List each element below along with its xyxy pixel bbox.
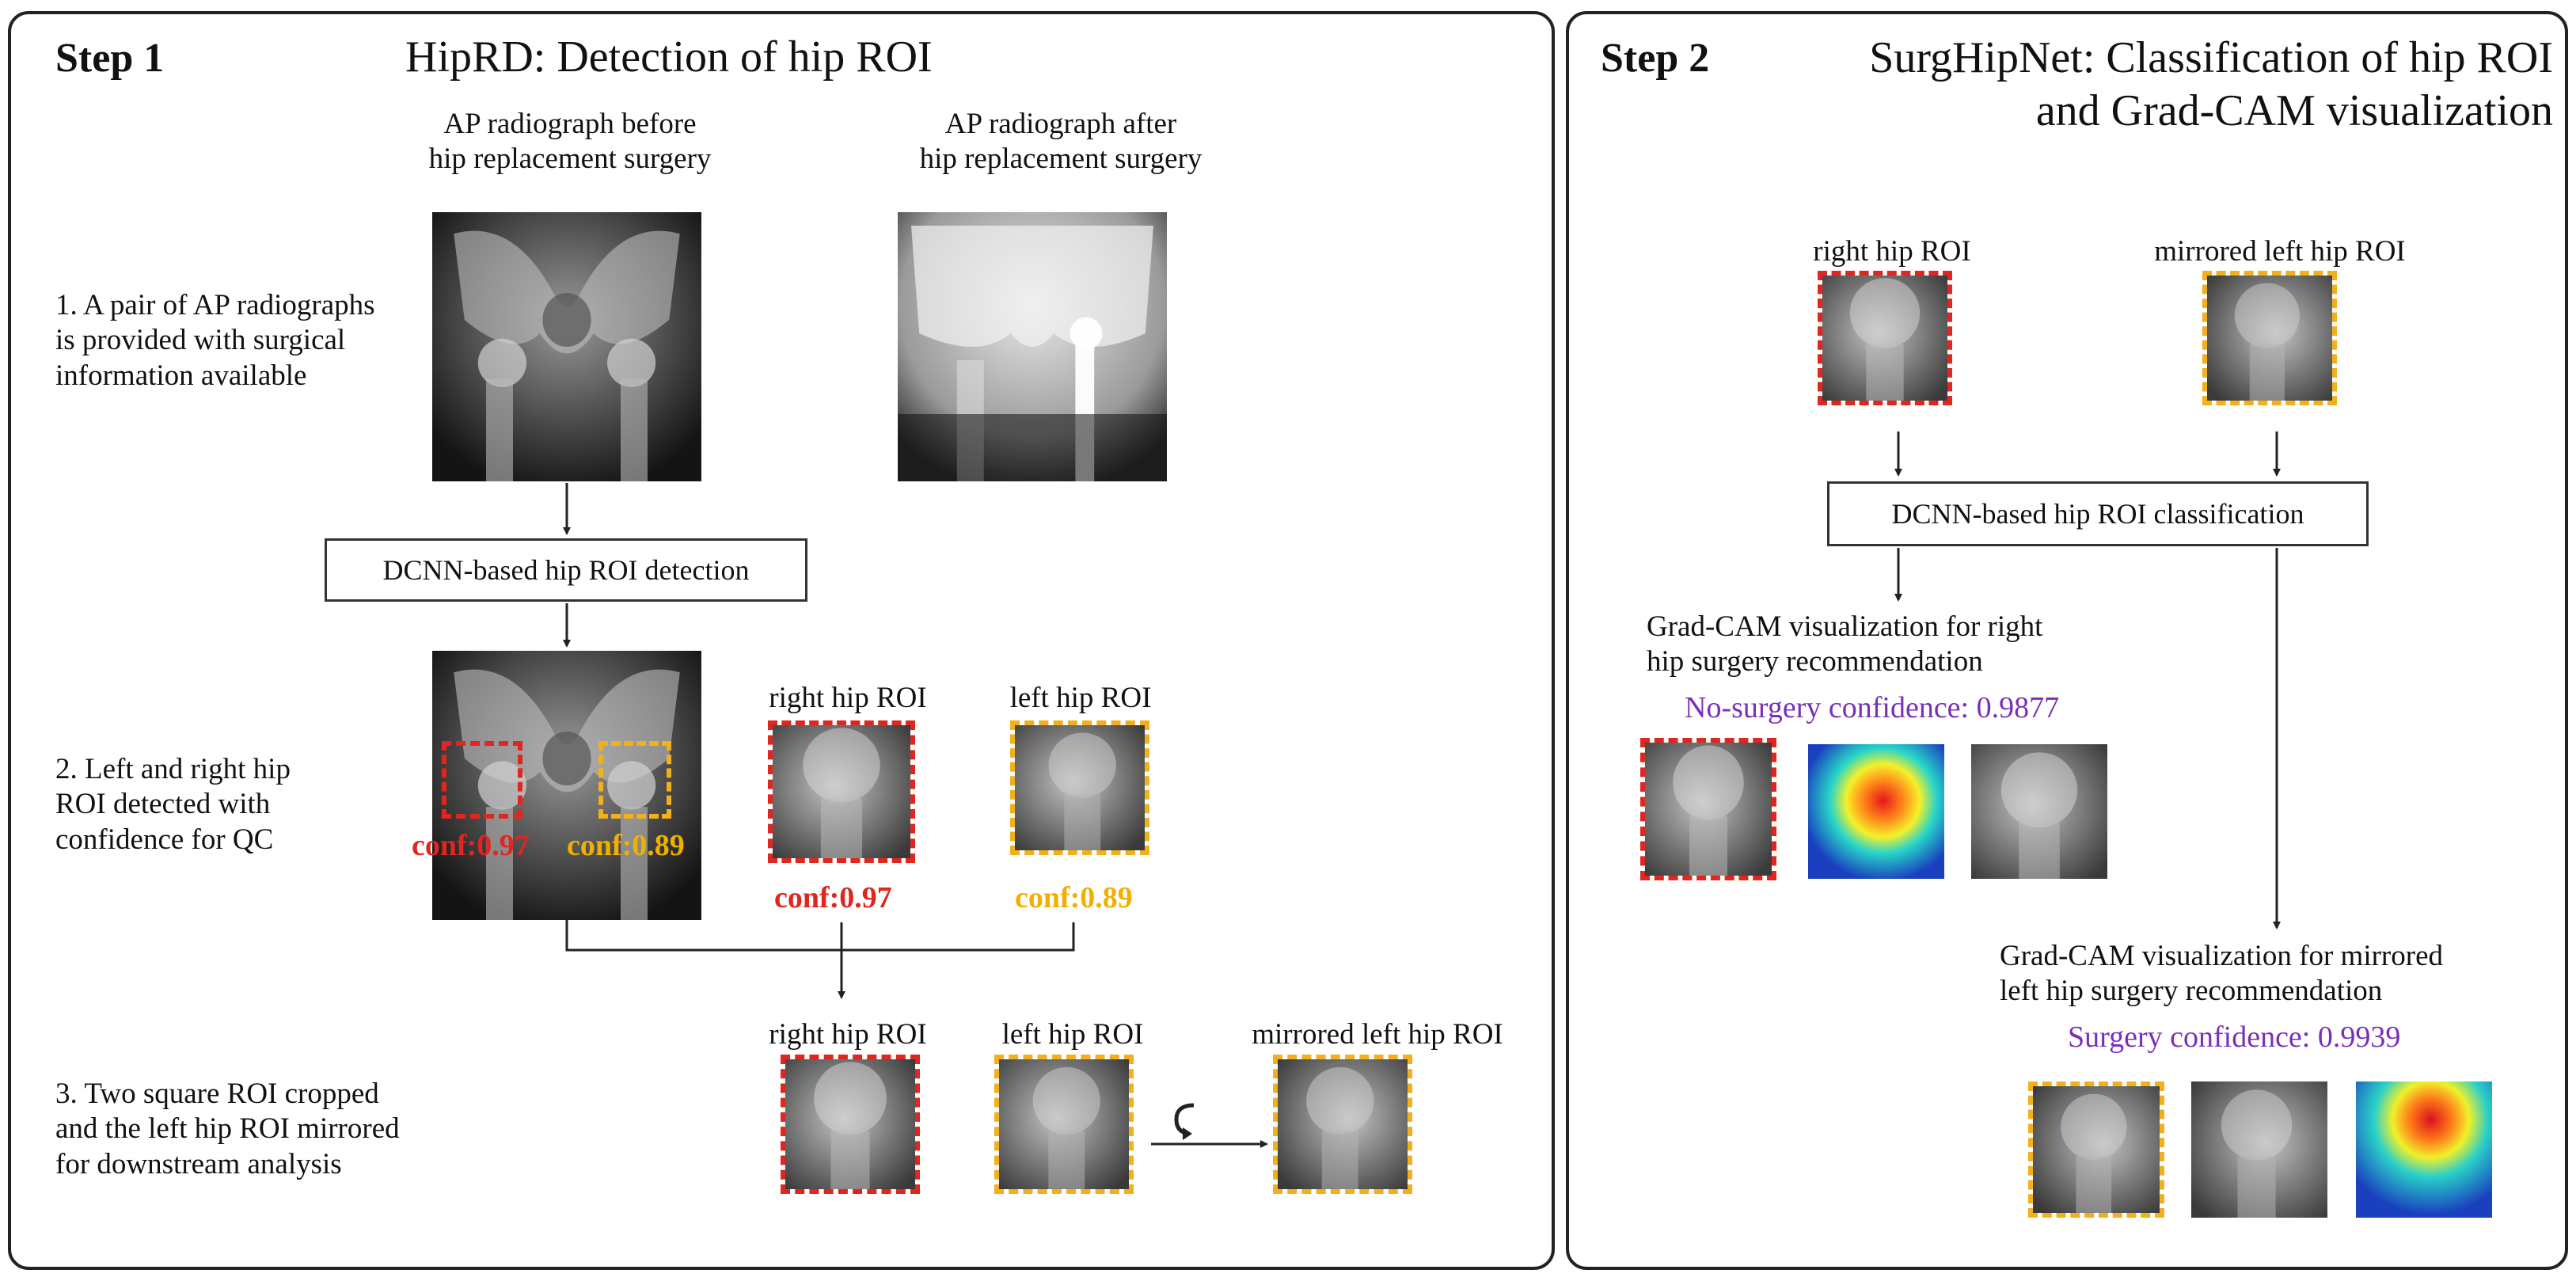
after-radiograph-caption: AP radiograph after hip replacement surg… bbox=[919, 108, 1203, 176]
left-roi-label-2: left hip ROI bbox=[1001, 1018, 1144, 1051]
gradcam-left-input bbox=[2028, 1081, 2164, 1218]
step1-description-3: 3. Two square ROI cropped and the left h… bbox=[55, 1078, 400, 1180]
step1-label: Step 1 bbox=[55, 36, 165, 81]
mirrored-roi-label-1: mirrored left hip ROI bbox=[1252, 1018, 1503, 1051]
step2-right-roi bbox=[1818, 271, 1952, 405]
gradcam-right-input bbox=[1640, 738, 1776, 880]
detected-right-roi-box bbox=[442, 741, 522, 819]
after-surgery-radiograph bbox=[898, 212, 1167, 481]
right-roi-label-2: right hip ROI bbox=[769, 1018, 927, 1051]
mirror-icon bbox=[1167, 1096, 1206, 1143]
detected-right-confidence: conf:0.97 bbox=[412, 829, 530, 862]
detected-left-roi-box bbox=[598, 741, 671, 819]
gradcam-left-heatmap bbox=[2356, 1081, 2492, 1218]
gradcam-right-caption: Grad-CAM visualization for right hip sur… bbox=[1647, 610, 2043, 679]
final-left-roi bbox=[994, 1055, 1134, 1194]
before-radiograph-caption: AP radiograph before hip replacement sur… bbox=[428, 108, 712, 176]
hip-roi-classification-box: DCNN-based hip ROI classification bbox=[1827, 481, 2369, 546]
gradcam-left-caption: Grad-CAM visualization for mirrored left… bbox=[2000, 940, 2443, 1008]
gradcam-right-heatmap bbox=[1808, 744, 1944, 879]
step1-title: HipRD: Detection of hip ROI bbox=[405, 32, 933, 82]
left-roi-label-1: left hip ROI bbox=[1009, 682, 1152, 714]
detected-radiograph bbox=[432, 651, 701, 920]
left-roi-confidence: conf:0.89 bbox=[1015, 881, 1133, 914]
step2-panel bbox=[1566, 11, 2568, 1270]
step2-mirrored-roi-label: mirrored left hip ROI bbox=[2154, 235, 2406, 268]
no-surgery-confidence: No-surgery confidence: 0.9877 bbox=[1685, 691, 2060, 724]
hip-roi-detection-box: DCNN-based hip ROI detection bbox=[325, 538, 807, 602]
cropped-left-roi bbox=[1010, 720, 1149, 855]
gradcam-right-output bbox=[1971, 744, 2107, 879]
mirrored-left-roi bbox=[1273, 1055, 1412, 1194]
cropped-right-roi bbox=[768, 720, 915, 863]
step2-title: SurgHipNet: Classification of hip ROI an… bbox=[1869, 33, 2553, 136]
step2-right-roi-label: right hip ROI bbox=[1813, 235, 1971, 268]
step2-label: Step 2 bbox=[1601, 36, 1710, 81]
right-roi-confidence: conf:0.97 bbox=[774, 881, 892, 914]
gradcam-left-output bbox=[2191, 1081, 2327, 1218]
final-right-roi bbox=[781, 1055, 920, 1194]
before-surgery-radiograph bbox=[432, 212, 701, 481]
right-roi-label-1: right hip ROI bbox=[769, 682, 927, 714]
detected-left-confidence: conf:0.89 bbox=[567, 829, 685, 862]
step1-description-1: 1. A pair of AP radiographs is provided … bbox=[55, 289, 375, 392]
surgery-confidence: Surgery confidence: 0.9939 bbox=[2068, 1021, 2401, 1054]
step1-description-2: 2. Left and right hip ROI detected with … bbox=[55, 753, 291, 856]
step2-mirrored-roi bbox=[2202, 271, 2337, 405]
